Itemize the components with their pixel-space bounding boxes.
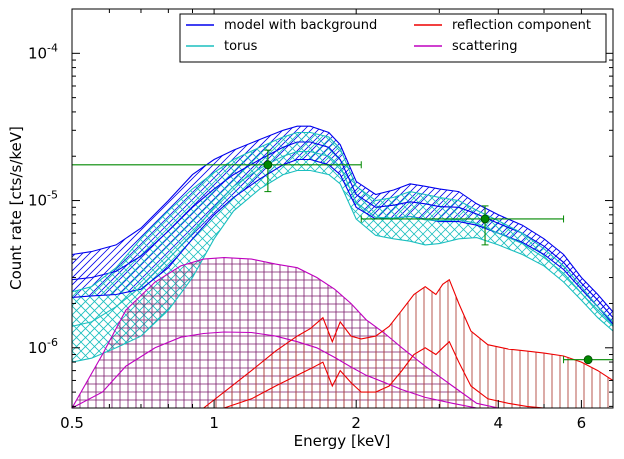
legend-entry: scattering bbox=[414, 39, 518, 54]
legend-label: model with background bbox=[224, 18, 377, 33]
x-tick-label: 2 bbox=[351, 414, 361, 432]
reflection-upper-curve bbox=[203, 278, 613, 408]
data-point-3 bbox=[563, 355, 613, 365]
scattering-central-curve bbox=[72, 331, 499, 408]
data-point-2 bbox=[360, 205, 565, 246]
axis-ticks bbox=[71, 8, 614, 408]
legend-label: torus bbox=[224, 39, 258, 54]
y-tick-label: 10-4 bbox=[28, 41, 58, 62]
legend-entry: model with background bbox=[186, 18, 377, 33]
torus-lower-curve bbox=[72, 169, 613, 363]
legend-entry: torus bbox=[186, 39, 258, 54]
model_bg-lower-curve bbox=[72, 158, 613, 325]
torus-central-curve bbox=[72, 151, 613, 327]
x-tick-label: 0.5 bbox=[60, 414, 84, 432]
x-tick-label: 1 bbox=[209, 414, 219, 432]
scattering-upper-curve bbox=[72, 257, 499, 408]
legend-entry: reflection component bbox=[414, 18, 591, 33]
data-point-1 bbox=[72, 149, 362, 193]
x-tick-label: 6 bbox=[577, 414, 587, 432]
axis-tick-labels: 0.5 1 2 4 6 10-6 10-5 10-4 bbox=[28, 41, 586, 432]
plot-frame bbox=[71, 8, 614, 409]
y-tick-label: 10-5 bbox=[28, 189, 58, 210]
reflection-central-curve bbox=[203, 340, 613, 408]
y-tick-label: 10-6 bbox=[28, 336, 58, 357]
torus-upper-curve bbox=[72, 131, 613, 323]
legend-label: scattering bbox=[452, 39, 518, 54]
legend-label: reflection component bbox=[452, 18, 591, 33]
band-curves bbox=[72, 125, 613, 408]
model_bg-upper-curve bbox=[72, 125, 613, 313]
legend-box bbox=[179, 13, 607, 63]
x-tick-label: 4 bbox=[494, 414, 504, 432]
data-points bbox=[72, 149, 613, 365]
y-axis-title: Count rate [cts/s/keV] bbox=[7, 126, 25, 290]
model_bg-central-curve bbox=[72, 141, 613, 319]
plot-background bbox=[72, 9, 613, 408]
x-axis-title: Energy [keV] bbox=[294, 432, 391, 450]
legend: model with background reflection componen… bbox=[179, 13, 607, 63]
